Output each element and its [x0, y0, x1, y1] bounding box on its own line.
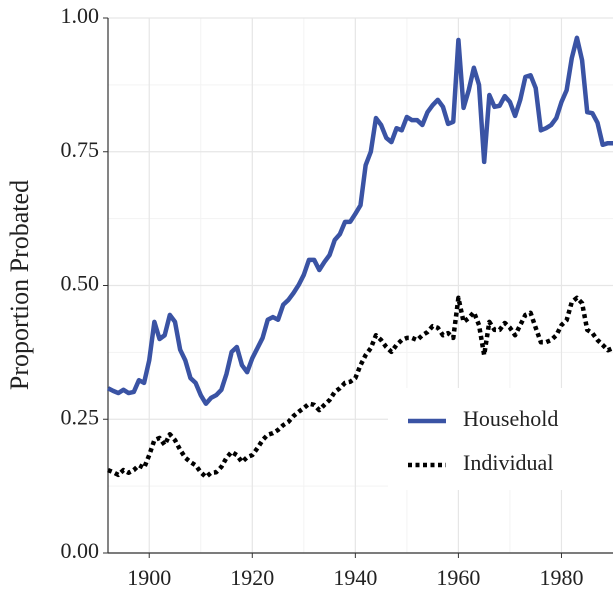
x-tick-label: 1980	[539, 565, 583, 590]
x-tick-label: 1940	[333, 565, 377, 590]
legend-label: Individual	[463, 450, 553, 475]
y-tick-label: 0.75	[61, 137, 100, 162]
y-tick-label: 0.00	[61, 538, 100, 563]
x-tick-label: 1920	[230, 565, 274, 590]
y-tick-label: 1.00	[61, 3, 100, 28]
x-tick-label: 1900	[127, 565, 171, 590]
y-axis-label: Proportion Probated	[5, 180, 34, 390]
x-tick-label: 1960	[436, 565, 480, 590]
series-line	[106, 35, 613, 406]
y-tick-label: 0.50	[61, 271, 100, 296]
legend-box	[388, 388, 613, 490]
series-line	[107, 295, 613, 480]
legend-label: Household	[463, 406, 558, 431]
y-tick-label: 0.25	[61, 404, 100, 429]
